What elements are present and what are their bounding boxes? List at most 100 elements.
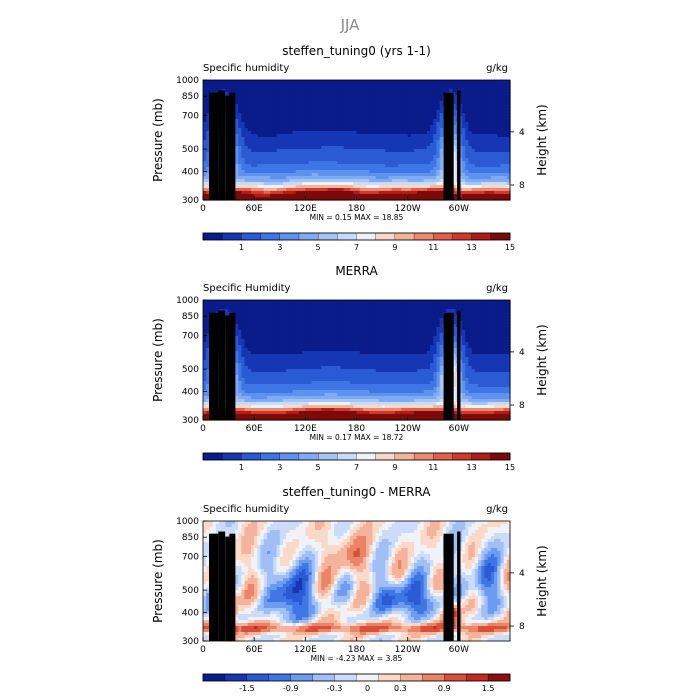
contour-cell	[391, 309, 396, 313]
contour-cell	[401, 101, 406, 105]
contour-cell	[241, 143, 246, 147]
contour-cell	[350, 116, 354, 120]
contour-cell	[490, 324, 495, 328]
contour-cell	[362, 143, 367, 147]
contour-cell	[270, 128, 274, 132]
contour-cell	[462, 143, 466, 147]
contour-cell	[388, 134, 393, 138]
contour-cell	[263, 191, 268, 195]
contour-cell	[500, 315, 505, 319]
contour-cell	[478, 125, 482, 129]
contour-cell	[362, 89, 367, 93]
contour-cell	[426, 149, 431, 153]
contour-cell	[356, 152, 361, 156]
contour-cell	[337, 110, 342, 114]
contour-cell	[266, 309, 271, 313]
contour-cell	[337, 306, 342, 310]
contour-cell	[433, 330, 438, 334]
contour-cell	[254, 104, 258, 108]
contour-cell	[238, 89, 242, 93]
contour-cell	[366, 167, 370, 171]
contour-cell	[465, 137, 470, 141]
contour-cell	[314, 155, 319, 159]
contour-cell	[503, 164, 508, 168]
contour-cell	[372, 164, 377, 168]
contour-cell	[474, 194, 479, 198]
contour-cell	[506, 197, 511, 201]
contour-cell	[340, 191, 345, 195]
contour-cell	[337, 149, 342, 153]
contour-cell	[327, 104, 332, 108]
contour-cell	[308, 300, 313, 304]
contour-cell	[359, 122, 364, 126]
contour-cell	[350, 327, 354, 331]
contour-cell	[276, 80, 281, 84]
contour-cell	[385, 312, 390, 316]
contour-cell	[391, 110, 396, 114]
contour-cell	[503, 309, 508, 313]
terrain-block	[229, 92, 236, 200]
contour-cell	[356, 188, 361, 192]
contour-cell	[244, 191, 249, 195]
contour-cell	[244, 306, 249, 310]
contour-cell	[279, 303, 284, 307]
contour-cell	[465, 179, 470, 183]
contour-cell	[388, 149, 393, 153]
contour-cell	[241, 110, 246, 114]
contour-cell	[478, 321, 482, 325]
contour-cell	[369, 80, 374, 84]
contour-cell	[452, 170, 457, 174]
contour-cell	[276, 140, 281, 144]
contour-cell	[321, 173, 326, 177]
contour-cell	[330, 312, 335, 316]
contour-cell	[343, 119, 348, 123]
contour-cell	[308, 303, 313, 307]
contour-cell	[378, 176, 383, 180]
contour-cell	[490, 137, 495, 141]
contour-cell	[273, 125, 278, 129]
contour-cell	[366, 116, 370, 120]
contour-cell	[442, 303, 447, 307]
colorbar-swatch	[337, 232, 357, 241]
contour-cell	[407, 104, 412, 108]
colorbar-swatch	[241, 232, 262, 241]
contour-cell	[295, 152, 300, 156]
contour-cell	[375, 107, 380, 111]
contour-cell	[353, 170, 358, 174]
contour-cell	[414, 116, 418, 120]
contour-cell	[305, 134, 310, 138]
contour-cell	[394, 101, 399, 105]
contour-cell	[337, 140, 342, 144]
contour-cell	[487, 303, 492, 307]
contour-cell	[298, 306, 303, 310]
contour-cell	[254, 191, 258, 195]
contour-cell	[353, 167, 358, 171]
contour-cell	[375, 116, 380, 120]
contour-cell	[292, 83, 297, 87]
contour-cell	[282, 101, 287, 105]
contour-cell	[465, 327, 470, 331]
contour-cell	[369, 185, 374, 189]
contour-cell	[327, 83, 332, 87]
contour-cell	[337, 137, 342, 141]
contour-cell	[433, 312, 438, 316]
contour-cell	[353, 152, 358, 156]
contour-cell	[276, 173, 281, 177]
contour-cell	[487, 327, 492, 331]
contour-cell	[330, 101, 335, 105]
colorbar-tick-label: 15	[505, 243, 515, 252]
contour-cell	[250, 333, 255, 337]
contour-cell	[311, 182, 316, 186]
contour-cell	[321, 303, 326, 307]
contour-cell	[458, 119, 463, 123]
contour-cell	[452, 182, 457, 186]
contour-cell	[490, 143, 495, 147]
contour-cell	[292, 119, 297, 123]
contour-cell	[260, 194, 265, 198]
colorbar-swatch	[260, 232, 281, 241]
contour-cell	[350, 140, 354, 144]
contour-cell	[330, 327, 335, 331]
contour-cell	[436, 104, 441, 108]
contour-cell	[375, 182, 380, 186]
contour-cell	[266, 170, 271, 174]
